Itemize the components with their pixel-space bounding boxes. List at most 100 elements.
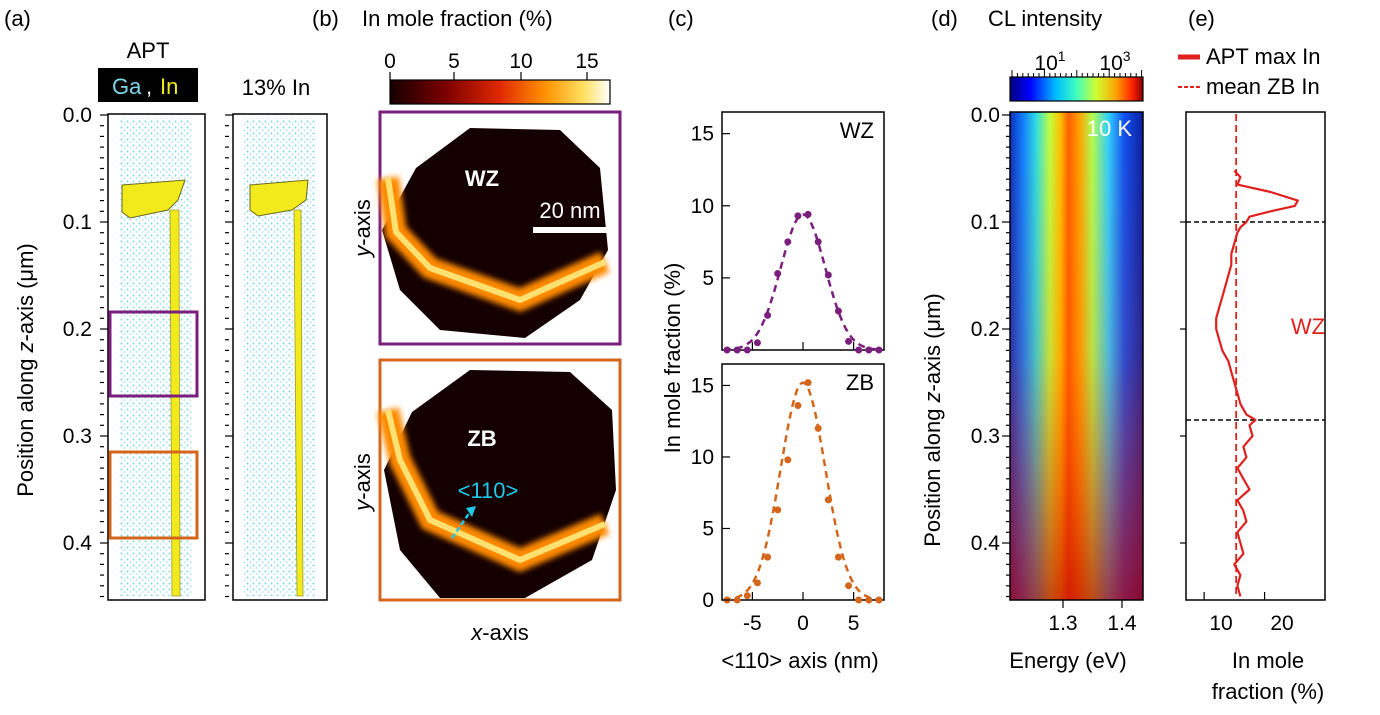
a-ytick: 0.4 (63, 532, 93, 555)
d-ytick: 0.0 (971, 104, 1000, 127)
panel-b: (b) In mole fraction (%) 0 5 10 15 WZ 20… (312, 6, 622, 645)
wz-map-label: WZ (465, 166, 499, 191)
panel-c: (c) WZ ZB In mole fraction (%) <110> axi… (660, 6, 885, 673)
data-point (774, 270, 782, 278)
d-xtick: 1.3 (1048, 612, 1077, 635)
data-point (834, 553, 842, 561)
panel-a-label: (a) (4, 6, 31, 31)
b-ylabel-top: y-axis (350, 199, 375, 258)
data-point (855, 596, 863, 604)
jet-colorbar (1009, 76, 1144, 102)
e-ticks (1180, 221, 1266, 600)
panel-d-title: CL intensity (988, 6, 1102, 31)
data-point (865, 346, 873, 354)
legend-comma: , (146, 74, 152, 99)
data-point (743, 346, 751, 354)
panel-b-title: In mole fraction (%) (362, 6, 553, 31)
scalebar (533, 227, 608, 233)
e-frame (1185, 111, 1326, 601)
d-ytick: 0.4 (971, 532, 1001, 555)
c-top-tag: WZ (840, 118, 874, 143)
panel-c-label: (c) (668, 6, 694, 31)
c-top-plot (723, 210, 883, 354)
gaussian-fit (724, 213, 881, 351)
c-ytick-label: 10 (691, 446, 714, 469)
a-ytick: 0.0 (63, 104, 92, 127)
legend-ga: Ga (112, 74, 142, 99)
c-xtick-label: 5 (848, 612, 860, 635)
zb-map-label: ZB (467, 426, 496, 451)
data-point (855, 346, 863, 354)
direction-arrow (450, 511, 472, 539)
panel-e-label: (e) (1188, 6, 1215, 31)
hot-colorbar-ticks (389, 72, 588, 80)
d-xlabel: Energy (eV) (1009, 648, 1126, 673)
data-point (764, 553, 772, 561)
zb-composition-map: ZB <110> (377, 358, 622, 602)
d-ylabel: Position along z-axis (μm) (920, 293, 945, 547)
data-point (774, 506, 782, 514)
cl-map: 10 K (1009, 111, 1144, 601)
d-ytick: 0.3 (971, 425, 1000, 448)
scalebar-label: 20 nm (539, 198, 600, 223)
hot-colorbar (389, 79, 611, 105)
c-axes: 5 10 15 0 5 10 15 -5 0 5 (691, 123, 860, 635)
c-ytick-label: 15 (691, 123, 714, 146)
apt-title: APT (127, 38, 170, 63)
a-ytick: 0.2 (63, 318, 92, 341)
c-ytick-label: 5 (702, 517, 714, 540)
data-point (875, 596, 883, 604)
legend-solid-label: APT max In (1206, 44, 1321, 69)
data-point (743, 592, 751, 600)
gaussian-fit (723, 381, 881, 601)
b-xlabel: x-axis (470, 620, 528, 645)
c-ytick-label: 15 (691, 374, 714, 397)
e-plot (1215, 114, 1299, 598)
data-point (824, 271, 832, 279)
e-xtick: 20 (1270, 612, 1293, 635)
wz-region-box (108, 310, 199, 398)
direction-label: <110> (458, 478, 519, 503)
c-xtick-label: 0 (797, 612, 809, 635)
data-point (814, 238, 822, 246)
data-point (733, 346, 741, 354)
data-point (784, 238, 792, 246)
c-bottom-tag: ZB (846, 370, 874, 395)
panel-a: (a) APT Ga , In 13% In Position along z-… (4, 6, 328, 601)
data-point (804, 210, 812, 218)
apt-13-title: 13% In (242, 75, 311, 100)
panel-d: (d) CL intensity 101 103 10 K Position a… (920, 6, 1144, 673)
c-bottom-plot (723, 379, 883, 604)
data-point (834, 307, 842, 315)
data-point (845, 337, 853, 345)
c-ytick-label: 5 (702, 267, 714, 290)
wz-region-label: WZ (1291, 314, 1325, 339)
zb-region-box (108, 450, 199, 540)
panel-e: (e) APT max In mean ZB In WZ 10 20 In mo… (1178, 6, 1326, 704)
c-bottom-frame (721, 363, 885, 601)
c-top-frame (721, 111, 885, 351)
data-point (784, 456, 792, 464)
cbar-tick: 15 (575, 50, 598, 73)
jet-colorbar-ticks (1011, 70, 1143, 77)
apt-legend-box (98, 68, 198, 102)
d-ytick: 0.2 (971, 318, 1000, 341)
c-xtick-label: -5 (743, 612, 762, 635)
data-point (845, 582, 853, 590)
data-point (865, 596, 873, 604)
cl-cbar-tick: 101 (1034, 48, 1065, 75)
panel-a-ylabel: Position along z-axis (μm) (13, 243, 38, 497)
data-point (804, 379, 812, 387)
legend-in: In (160, 74, 178, 99)
apt-max-in-curve (1215, 169, 1299, 597)
data-point (814, 424, 822, 432)
panel-a-ticks (100, 114, 233, 598)
e-phase-boundaries (1186, 221, 1325, 421)
c-xlabel: <110> axis (nm) (721, 648, 878, 673)
cbar-tick: 10 (509, 50, 532, 73)
c-ytick-label: 10 (691, 195, 714, 218)
a-ytick: 0.1 (63, 211, 92, 234)
cl-cbar-tick: 103 (1099, 48, 1130, 75)
